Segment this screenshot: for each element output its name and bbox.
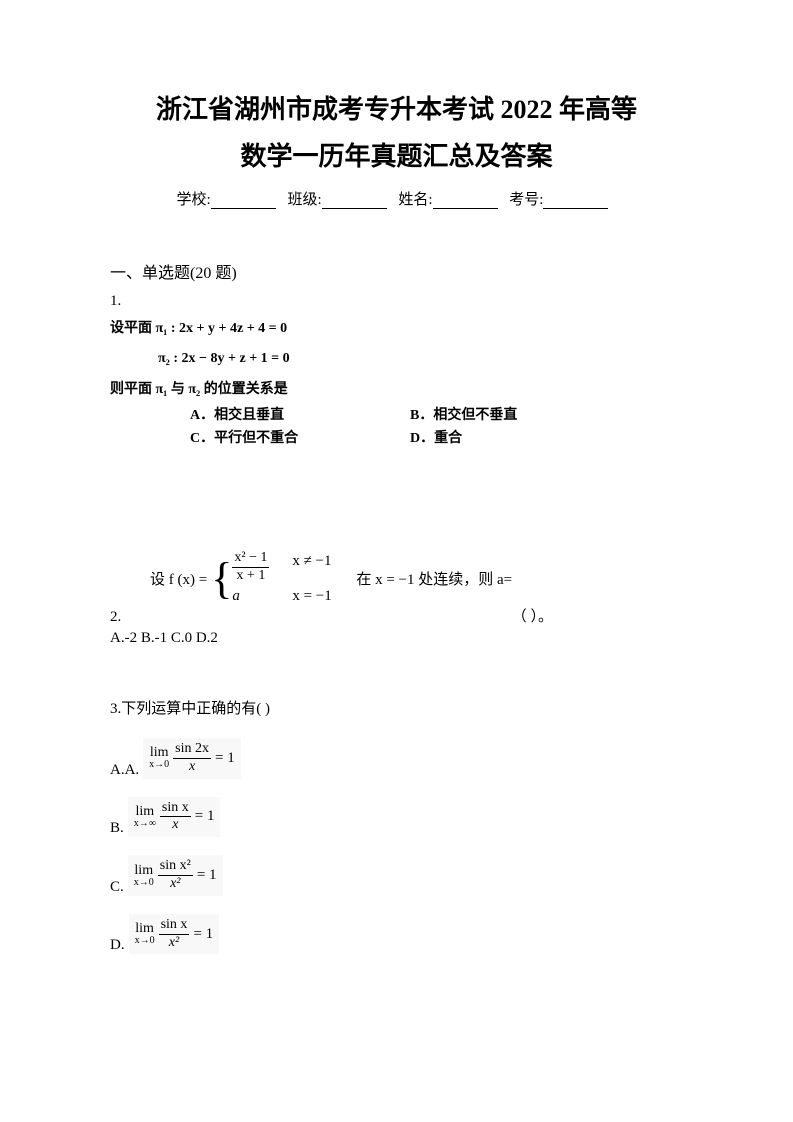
q3-title: 3.下列运算中正确的有( ) bbox=[110, 697, 683, 718]
q2-frac-den: x + 1 bbox=[232, 568, 269, 585]
q3-d-lim: lim bbox=[135, 922, 155, 936]
school-label: 学校: bbox=[177, 192, 211, 208]
q2-block: 设 f (x) = { x² − 1 x + 1 x ≠ −1 bbox=[110, 550, 683, 647]
q1-option-c: C．平行但不重合 bbox=[190, 428, 410, 450]
q3-b-lim: lim bbox=[134, 805, 156, 819]
student-info-line: 学校: 班级: 姓名: 考号: bbox=[110, 188, 683, 209]
q1-options-row1: A．相交且垂直 B．相交但不垂直 bbox=[190, 405, 683, 427]
q1-option-d: D．重合 bbox=[410, 428, 590, 450]
brace-icon: { bbox=[211, 557, 232, 601]
q2-post: 在 x = −1 处连续，则 a= bbox=[356, 568, 512, 589]
q2-formula: 设 f (x) = { x² − 1 x + 1 x ≠ −1 bbox=[150, 550, 683, 607]
q1-option-a: A．相交且垂直 bbox=[190, 405, 410, 427]
q2-pre: 设 f (x) = bbox=[150, 568, 207, 589]
q3-d-label: D. bbox=[110, 937, 125, 954]
name-blank bbox=[433, 193, 498, 209]
q3-c-lim: lim bbox=[134, 864, 154, 878]
q3-option-b: B. lim x→∞ sin x x = 1 bbox=[110, 797, 683, 838]
q1-line2: π₂ : 2x − 8y + z + 1 = 0 bbox=[158, 348, 683, 370]
school-blank bbox=[211, 193, 276, 209]
q3-c-num: sin x² bbox=[158, 858, 193, 876]
q2-tail: （ ）。 bbox=[512, 605, 553, 626]
class-label: 班级: bbox=[287, 192, 321, 208]
q2-cond1: x ≠ −1 bbox=[292, 550, 352, 585]
q3-b-limit: lim x→∞ sin x x = 1 bbox=[128, 797, 221, 838]
q3-a-limit: lim x→0 sin 2x x = 1 bbox=[143, 738, 241, 779]
q3-b-sub: x→∞ bbox=[134, 819, 156, 829]
q3-d-den: x² bbox=[159, 935, 190, 952]
q3-option-a: A.A. lim x→0 sin 2x x = 1 bbox=[110, 738, 683, 779]
q2-options: A.-2 B.-1 C.0 D.2 bbox=[110, 630, 683, 647]
q3-option-c: C. lim x→0 sin x² x² = 1 bbox=[110, 855, 683, 896]
q1-line1: 设平面 π₁ : 2x + y + 4z + 4 = 0 bbox=[110, 318, 683, 340]
section-heading: 一、单选题(20 题) bbox=[110, 259, 683, 283]
q3-c-limit: lim x→0 sin x² x² = 1 bbox=[128, 855, 223, 896]
q3-a-label: A.A. bbox=[110, 762, 139, 779]
class-blank bbox=[322, 193, 387, 209]
q2-case2: a bbox=[232, 585, 292, 608]
q3-b-den: x bbox=[160, 817, 191, 834]
q3-a-sub: x→0 bbox=[149, 760, 169, 770]
q3-a-lim: lim bbox=[149, 746, 169, 760]
q2-number: 2. bbox=[110, 609, 121, 626]
number-label: 考号: bbox=[509, 192, 543, 208]
q3-a-den: x bbox=[173, 759, 211, 776]
q2-cond2: x = −1 bbox=[292, 585, 352, 608]
q3-d-eq: = 1 bbox=[193, 926, 213, 943]
doc-title-line1: 浙江省湖州市成考专升本考试 2022 年高等 bbox=[110, 90, 683, 129]
q3-option-d: D. lim x→0 sin x x² = 1 bbox=[110, 914, 683, 955]
q2-piecewise: { x² − 1 x + 1 x ≠ −1 a x = −1 bbox=[211, 550, 352, 607]
q3-d-num: sin x bbox=[159, 917, 190, 935]
q3-c-sub: x→0 bbox=[134, 878, 154, 888]
q3-b-label: B. bbox=[110, 820, 124, 837]
q3-a-eq: = 1 bbox=[215, 750, 235, 767]
q3-c-eq: = 1 bbox=[197, 867, 217, 884]
q2-frac: x² − 1 x + 1 bbox=[232, 550, 269, 585]
number-blank bbox=[543, 193, 608, 209]
q3-block: 3.下列运算中正确的有( ) A.A. lim x→0 sin 2x x = 1… bbox=[110, 697, 683, 954]
doc-title-line2: 数学一历年真题汇总及答案 bbox=[110, 137, 683, 176]
q1-options-row2: C．平行但不重合 D．重合 bbox=[190, 428, 683, 450]
q1-number: 1. bbox=[110, 293, 683, 310]
q3-c-den: x² bbox=[158, 876, 193, 893]
q2-cases: x² − 1 x + 1 x ≠ −1 a x = −1 bbox=[232, 550, 352, 607]
name-label: 姓名: bbox=[398, 192, 432, 208]
q3-d-sub: x→0 bbox=[135, 936, 155, 946]
q1-option-b: B．相交但不垂直 bbox=[410, 405, 590, 427]
q3-d-limit: lim x→0 sin x x² = 1 bbox=[129, 914, 220, 955]
q3-c-label: C. bbox=[110, 879, 124, 896]
q1-line3: 则平面 π₁ 与 π₂ 的位置关系是 bbox=[110, 379, 683, 401]
q3-b-num: sin x bbox=[160, 800, 191, 818]
q3-b-eq: = 1 bbox=[195, 808, 215, 825]
q3-a-num: sin 2x bbox=[173, 741, 211, 759]
q2-frac-num: x² − 1 bbox=[232, 550, 269, 568]
